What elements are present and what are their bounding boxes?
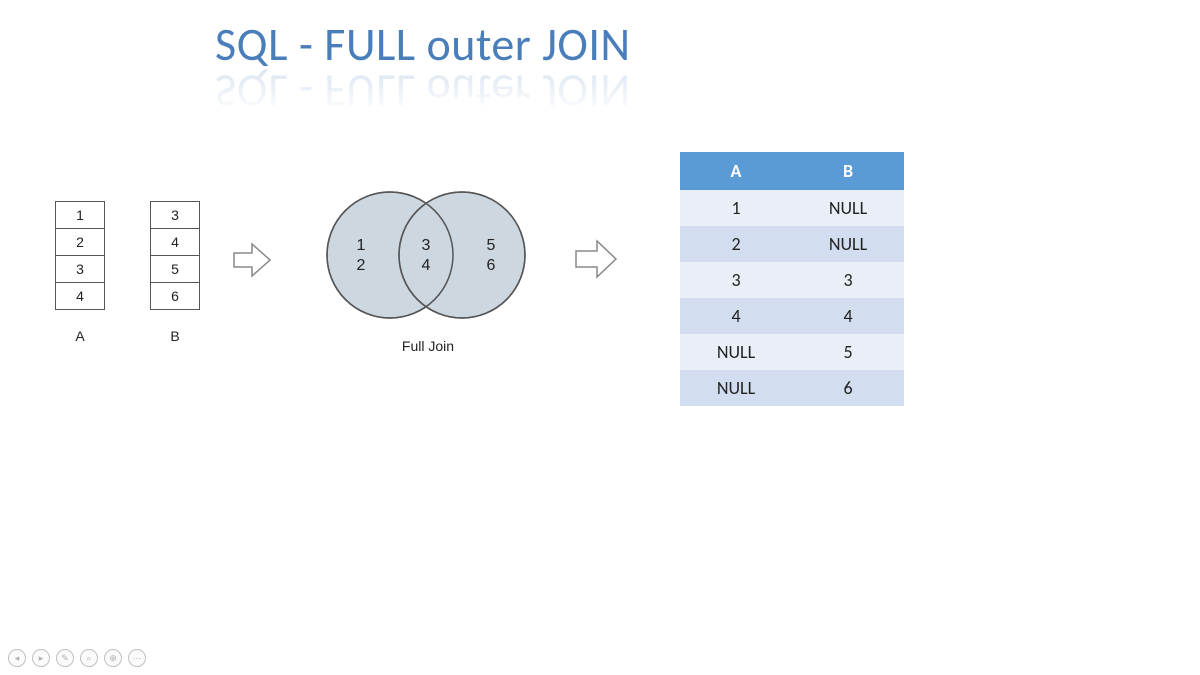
- venn-diagram: 1 2 3 4 5 6 Full Join: [313, 185, 543, 354]
- page-title-reflection: SQL - FULL outer JOIN: [215, 65, 815, 116]
- page-title-wrap: SQL - FULL outer JOIN SQL - FULL outer J…: [215, 20, 815, 115]
- more-icon[interactable]: ⋯: [128, 649, 146, 667]
- table-row: 1 NULL: [680, 190, 904, 226]
- arrow-shape: [234, 244, 270, 276]
- page-title: SQL - FULL outer JOIN: [215, 20, 815, 71]
- zoom-icon[interactable]: ⊕: [104, 649, 122, 667]
- result-table: A B 1 NULL 2 NULL 3 3 4 4 NULL 5: [680, 152, 904, 406]
- arrow-shape: [576, 241, 616, 277]
- next-icon[interactable]: ▸: [32, 649, 50, 667]
- table-cell: 3: [56, 256, 105, 283]
- table-cell: 1: [56, 202, 105, 229]
- table-cell: NULL: [792, 190, 904, 226]
- venn-value: 2: [357, 257, 366, 274]
- table-cell: 3: [151, 202, 200, 229]
- venn-value: 6: [487, 257, 496, 274]
- venn-value: 5: [487, 237, 496, 254]
- source-table-a: 1 2 3 4 A: [55, 201, 105, 344]
- arrow-icon: [230, 238, 274, 282]
- table-cell: 2: [680, 226, 792, 262]
- venn-circles: [327, 192, 525, 318]
- result-table-wrap: A B 1 NULL 2 NULL 3 3 4 4 NULL 5: [680, 152, 904, 406]
- table-cell: 5: [792, 334, 904, 370]
- footer-controls: ◂ ▸ ✎ ⌕ ⊕ ⋯: [8, 649, 146, 667]
- table-cell: NULL: [792, 226, 904, 262]
- table-cell: NULL: [680, 370, 792, 406]
- venn-label: Full Join: [313, 338, 543, 354]
- table-row: 4 4: [680, 298, 904, 334]
- table-cell: 6: [792, 370, 904, 406]
- source-table-b: 3 4 5 6 B: [150, 201, 200, 344]
- table-row: 2 NULL: [680, 226, 904, 262]
- table-cell: 4: [792, 298, 904, 334]
- table-cell: 3: [680, 262, 792, 298]
- table-a: 1 2 3 4: [55, 201, 105, 310]
- table-row: NULL 5: [680, 334, 904, 370]
- table-b: 3 4 5 6: [150, 201, 200, 310]
- table-cell: 1: [680, 190, 792, 226]
- table-a-label: A: [55, 328, 105, 344]
- venn-value: 3: [422, 237, 431, 254]
- table-cell: 5: [151, 256, 200, 283]
- arrow-icon: [571, 234, 621, 284]
- table-cell: 2: [56, 229, 105, 256]
- table-cell: 4: [151, 229, 200, 256]
- table-row: 3 3: [680, 262, 904, 298]
- table-cell: 3: [792, 262, 904, 298]
- pencil-icon[interactable]: ✎: [56, 649, 74, 667]
- result-col-header: B: [792, 152, 904, 190]
- table-cell: NULL: [680, 334, 792, 370]
- search-icon[interactable]: ⌕: [80, 649, 98, 667]
- table-cell: 4: [680, 298, 792, 334]
- venn-value: 1: [357, 237, 366, 254]
- table-cell: 4: [56, 283, 105, 310]
- table-cell: 6: [151, 283, 200, 310]
- table-b-label: B: [150, 328, 200, 344]
- venn-value: 4: [422, 257, 431, 274]
- result-col-header: A: [680, 152, 792, 190]
- table-row: NULL 6: [680, 370, 904, 406]
- prev-icon[interactable]: ◂: [8, 649, 26, 667]
